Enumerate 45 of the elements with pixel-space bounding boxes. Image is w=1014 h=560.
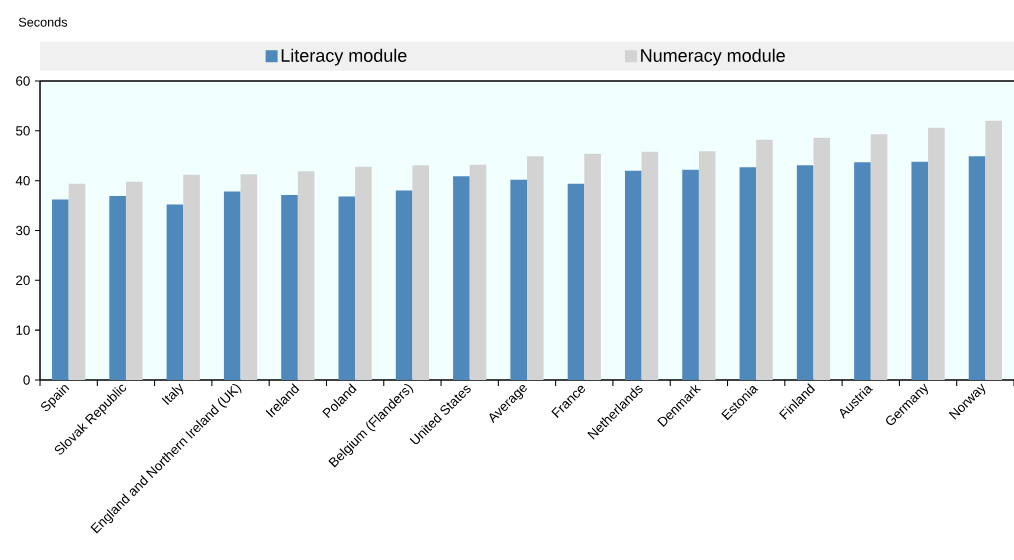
x-tick-label: Italy — [161, 383, 184, 405]
bar — [624, 170, 642, 380]
bar — [355, 166, 372, 380]
legend-label: Numeracy module — [641, 48, 785, 66]
legend-label: Literacy module — [281, 48, 407, 66]
bar — [109, 196, 126, 380]
bar — [240, 174, 258, 380]
bar — [756, 139, 773, 380]
bar — [698, 151, 716, 380]
bar — [854, 162, 871, 380]
bar — [68, 183, 86, 380]
bar — [183, 174, 200, 380]
bar — [281, 195, 298, 380]
y-tick-label: 20 — [16, 275, 30, 286]
bar — [453, 176, 470, 380]
bar — [813, 137, 831, 380]
y-tick-label: 40 — [15, 175, 30, 186]
bar — [395, 190, 413, 380]
bar — [968, 156, 986, 380]
bar — [412, 165, 430, 380]
bar — [510, 179, 527, 380]
bar — [297, 171, 315, 380]
bar — [985, 120, 1002, 380]
bar — [641, 151, 659, 380]
bar — [928, 127, 945, 380]
bar — [584, 153, 601, 380]
bar — [469, 164, 487, 380]
y-tick-label: 10 — [16, 325, 30, 335]
y-tick-label: 60 — [16, 76, 30, 86]
y-tick-label: 0 — [23, 375, 30, 385]
bar — [166, 204, 184, 380]
bar — [125, 181, 143, 380]
bar — [911, 161, 929, 380]
bar — [52, 199, 69, 380]
y-axis-title: Seconds — [18, 17, 68, 27]
bar — [796, 165, 814, 380]
bar — [338, 196, 356, 380]
bar — [739, 167, 757, 380]
y-tick-label: 30 — [15, 225, 30, 236]
bar — [527, 156, 544, 380]
y-tick-label: 50 — [16, 126, 30, 136]
bar — [682, 169, 699, 380]
bar — [870, 134, 888, 380]
bar — [567, 183, 585, 380]
bar — [223, 191, 241, 380]
